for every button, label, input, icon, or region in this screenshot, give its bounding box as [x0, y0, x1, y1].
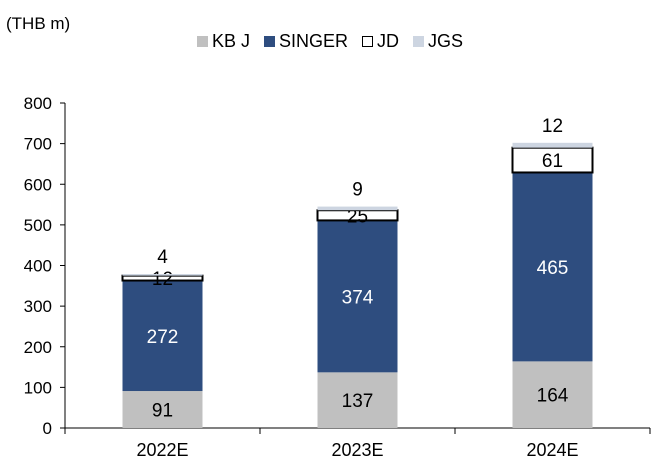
y-tick-label: 500	[24, 216, 52, 235]
unit-label: (THB m)	[6, 14, 71, 33]
bar-jgs-2023E	[317, 206, 398, 211]
y-tick-label: 800	[24, 94, 52, 113]
bar-jd-2024E	[511, 146, 594, 174]
y-tick-label: 100	[24, 378, 52, 397]
legend-item-singer: SINGER	[263, 31, 348, 52]
legend-swatch-kbj	[196, 36, 208, 47]
data-label: 9	[352, 180, 363, 201]
legend-label-jd: JD	[377, 31, 399, 51]
legend-swatch-singer	[263, 36, 275, 47]
bar-kb-j-2024E	[512, 361, 593, 428]
legend: KB J SINGER JD JGS	[0, 31, 660, 52]
data-label: 12	[152, 269, 173, 290]
bar-kb-j-2022E	[122, 391, 203, 428]
bar-jgs-2022E	[122, 274, 203, 276]
legend-label-jgs: JGS	[428, 31, 464, 51]
data-label: 272	[147, 327, 179, 348]
legend-item-jgs: JGS	[413, 31, 463, 52]
y-tick-label: 700	[24, 135, 52, 154]
legend-label-singer: SINGER	[278, 31, 348, 51]
legend-swatch-jd	[362, 36, 373, 47]
data-label: 25	[347, 206, 368, 227]
bar-singer-2022E	[122, 280, 203, 392]
data-label: 164	[537, 386, 569, 407]
x-tick-label: 2023E	[331, 440, 383, 460]
y-tick-label: 0	[43, 419, 52, 438]
data-label: 374	[342, 287, 374, 308]
bar-kb-j-2023E	[317, 372, 398, 428]
data-label: 4	[157, 247, 168, 268]
legend-item-kbj: KB J	[196, 31, 250, 52]
y-tick-label: 400	[24, 257, 52, 276]
bar-singer-2024E	[512, 172, 593, 362]
x-tick-label: 2024E	[526, 440, 578, 460]
data-label: 91	[152, 401, 173, 422]
y-tick-label: 200	[24, 338, 52, 357]
legend-swatch-jgs	[413, 36, 424, 47]
legend-item-jd: JD	[362, 31, 399, 52]
bar-singer-2023E	[317, 220, 398, 373]
x-tick-label: 2022E	[136, 440, 188, 460]
data-label: 137	[342, 391, 374, 412]
y-tick-label: 300	[24, 297, 52, 316]
bar-jgs-2024E	[512, 142, 593, 148]
data-label: 465	[537, 258, 569, 279]
data-label: 61	[542, 151, 563, 172]
y-tick-label: 600	[24, 175, 52, 194]
legend-label-kbj: KB J	[211, 31, 250, 51]
data-label: 12	[542, 116, 563, 137]
